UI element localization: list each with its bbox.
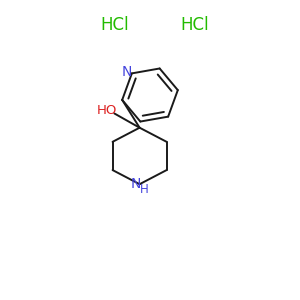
Text: HCl: HCl [180,16,209,34]
Text: N: N [131,177,141,191]
Text: H: H [140,183,148,196]
Text: HCl: HCl [100,16,129,34]
Text: N: N [121,65,132,79]
Text: HO: HO [96,104,117,117]
